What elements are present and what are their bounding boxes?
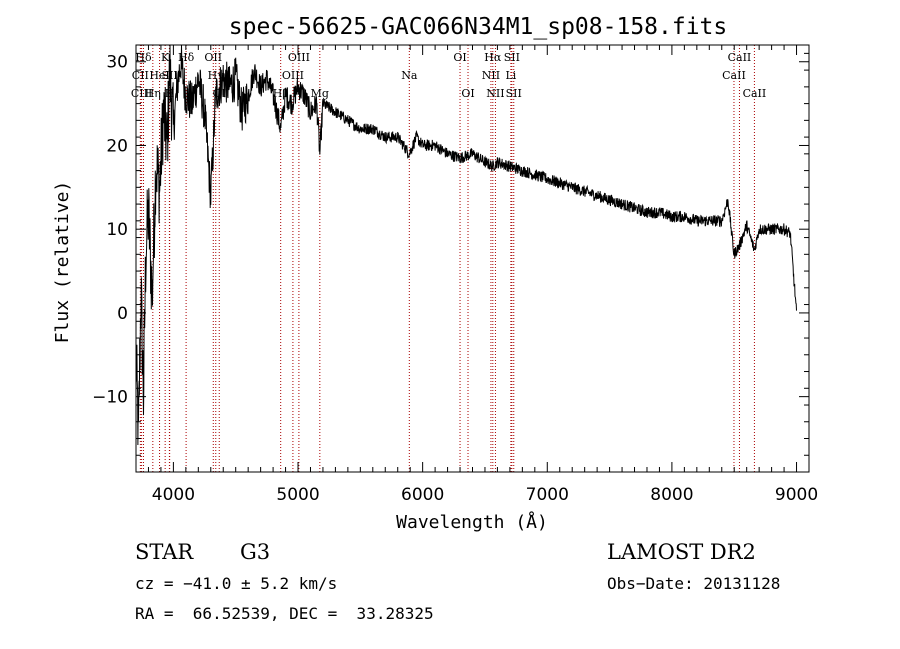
survey-name: LAMOST DR2 <box>607 540 756 564</box>
y-tick-label: 10 <box>106 220 128 240</box>
x-tick-label: 4000 <box>152 485 195 505</box>
y-tick-label: 0 <box>117 304 128 324</box>
x-tick-label: 9000 <box>775 485 818 505</box>
line-marker-label: OII <box>204 51 222 64</box>
emission-line-markers <box>139 45 755 472</box>
object-class: STAR <box>135 540 194 564</box>
line-marker-label: OI <box>453 51 466 64</box>
plot-frame <box>135 44 810 473</box>
line-marker-label: K <box>161 51 170 64</box>
x-tick-label: 8000 <box>650 485 693 505</box>
y-axis-label: Flux (relative) <box>52 181 73 344</box>
observation-date: Obs−Date: 20131128 <box>607 574 781 593</box>
line-marker-label: NII <box>482 69 500 82</box>
ra-dec: RA = 66.52539, DEC = 33.28325 <box>135 604 434 623</box>
y-tick-label: 20 <box>106 136 128 156</box>
x-axis-label: Wavelength (Å) <box>396 511 548 533</box>
y-tick-label: 30 <box>106 53 128 73</box>
line-marker-label: OIII <box>282 69 304 82</box>
line-marker-label: Li <box>505 69 516 82</box>
line-marker-label: Mg <box>311 87 329 100</box>
line-marker-label: Hδ <box>178 51 195 64</box>
object-subclass: G3 <box>240 540 271 564</box>
redshift-cz: cz = −41.0 ± 5.2 km/s <box>135 574 338 593</box>
spectrum-line <box>135 44 797 446</box>
y-tick-label: −10 <box>92 388 128 408</box>
line-marker-label: HeI <box>149 69 169 82</box>
x-tick-label: 6000 <box>401 485 444 505</box>
line-marker-label: CaII <box>728 51 752 64</box>
line-marker-label: SII <box>506 87 522 100</box>
line-marker-label: OI <box>461 87 474 100</box>
line-marker-label: NII <box>486 87 504 100</box>
axis-tick-labels: 4000 5000 6000 7000 8000 9000 −10 0 10 20 30 <box>92 53 818 505</box>
line-marker-label: CaII <box>743 87 767 100</box>
x-tick-label: 7000 <box>526 485 569 505</box>
line-marker-label: SII <box>504 51 520 64</box>
line-marker-label: Na <box>401 69 418 82</box>
line-marker-label: Hα <box>484 51 502 64</box>
line-marker-label: OIII <box>288 51 310 64</box>
line-marker-label: CaII <box>722 69 746 82</box>
line-marker-label: CII <box>132 69 149 82</box>
axis-ticks <box>135 45 810 473</box>
line-marker-label: Hη <box>145 87 161 100</box>
chart-title: spec-56625-GAC066N34M1_sp08-158.fits <box>229 14 728 40</box>
x-tick-label: 5000 <box>276 485 319 505</box>
line-marker-label: Hδ <box>135 51 152 64</box>
